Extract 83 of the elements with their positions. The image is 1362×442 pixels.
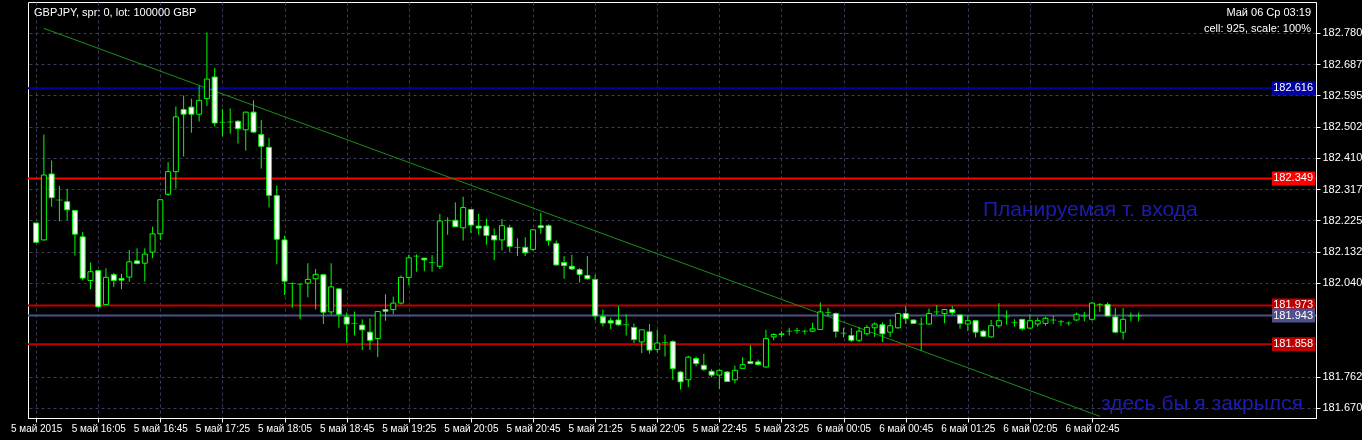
ref-line-label: 182.616	[1273, 81, 1313, 94]
x-tick-label: 5 май 19:25	[382, 422, 437, 434]
candlestick	[662, 334, 669, 357]
candlestick	[467, 208, 474, 234]
y-tick-label: 181.762	[1322, 370, 1362, 383]
x-tick-label: 5 май 18:05	[257, 422, 313, 434]
x-tick-label: 5 май 16:45	[133, 422, 189, 434]
x-tick-label: 6 май 00:45	[879, 422, 934, 434]
x-tick-label: 5 май 21:25	[568, 422, 624, 434]
x-tick-label: 6 май 01:25	[941, 422, 996, 434]
y-tick-label: 182.410	[1322, 151, 1362, 164]
candlestick	[258, 119, 265, 170]
y-tick-label: 182.595	[1322, 88, 1362, 101]
candlestick	[134, 247, 141, 265]
y-tick-label: 182.780	[1322, 26, 1362, 39]
ref-line-label: 181.943	[1273, 308, 1313, 321]
candlestick	[359, 318, 366, 351]
candlestick	[840, 327, 847, 339]
y-tick-label: 182.317	[1322, 182, 1362, 195]
candlestick	[413, 253, 420, 273]
candlestick	[126, 249, 133, 283]
candlestick	[297, 283, 304, 320]
y-tick-label: 182.040	[1322, 276, 1362, 289]
candlestick	[64, 188, 71, 221]
candlestick	[561, 255, 568, 280]
candlestick	[522, 236, 529, 257]
candlestick	[366, 317, 373, 351]
candlestick	[141, 247, 148, 283]
x-tick-label: 5 май 17:25	[195, 422, 251, 434]
candlestick	[832, 312, 839, 339]
y-tick-label: 182.687	[1322, 57, 1362, 70]
candlestick	[405, 254, 412, 286]
y-tick-label: 182.132	[1322, 245, 1362, 258]
candlestick	[71, 209, 78, 256]
candlestick	[289, 281, 296, 309]
y-tick-label: 181.670	[1322, 401, 1362, 414]
chart-title: GBPJPY, spr: 0, lot: 100000 GBP	[34, 6, 197, 18]
candlestick	[234, 119, 241, 145]
candlestick	[1057, 319, 1064, 327]
candlestick	[1065, 320, 1072, 327]
candlestick	[918, 317, 925, 352]
x-tick-label: 6 май 02:05	[1003, 422, 1058, 434]
x-tick-label: 5 май 2015	[10, 422, 63, 434]
x-tick-label: 5 май 18:45	[320, 422, 375, 434]
candlestick	[506, 224, 513, 253]
candlestick	[530, 229, 537, 252]
candlestick	[825, 307, 832, 317]
candlestick	[304, 262, 311, 298]
annotation: Планируемая т. входа	[983, 197, 1198, 220]
ref-line-label: 181.973	[1273, 298, 1313, 311]
annotation: Май 06 Ср 03:19	[1226, 6, 1311, 18]
x-tick-label: 5 май 20:05	[444, 422, 499, 434]
candlestick	[498, 218, 505, 251]
x-tick-label: 5 май 23:25	[754, 422, 810, 434]
x-tick-label: 5 май 16:05	[71, 422, 127, 434]
ref-line-label: 182.349	[1273, 171, 1313, 184]
candlestick	[1089, 301, 1096, 322]
candlestick	[1120, 307, 1127, 341]
candlestick	[165, 161, 172, 197]
candlestick	[1003, 310, 1010, 326]
x-tick-label: 5 май 22:05	[630, 422, 686, 434]
candlestick	[599, 309, 606, 327]
y-tick-label: 182.502	[1322, 120, 1362, 133]
x-tick-label: 6 май 02:45	[1065, 422, 1121, 434]
candlestick	[56, 185, 63, 222]
ref-line-label: 181.858	[1273, 337, 1313, 350]
candlestick	[630, 322, 637, 344]
annotation: здесь бы я закрылся	[1101, 391, 1303, 414]
candlestick	[227, 107, 234, 135]
annotation: cell: 925, scale: 100%	[1203, 22, 1312, 34]
x-tick-label: 6 май 00:05	[817, 422, 872, 434]
y-tick-label: 182.225	[1322, 213, 1362, 226]
candlestick	[1127, 312, 1134, 322]
candlestick	[33, 222, 40, 243]
candlestick	[553, 240, 560, 267]
candlestick	[995, 302, 1002, 329]
candlestick	[514, 237, 521, 257]
x-tick-label: 5 май 20:45	[506, 422, 562, 434]
candlestick	[429, 254, 436, 273]
candlestick	[794, 327, 800, 335]
candlestick	[203, 31, 210, 107]
x-tick-label: 5 май 22:45	[692, 422, 748, 434]
candlestick	[1011, 318, 1018, 328]
